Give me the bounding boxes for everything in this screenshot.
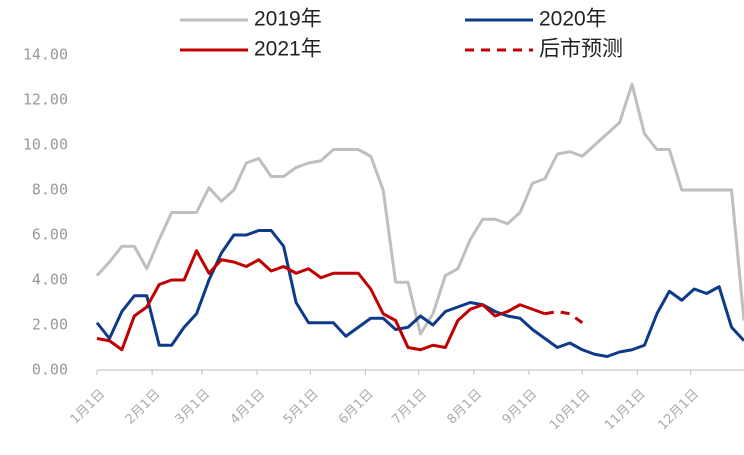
- series-line: [95, 229, 744, 358]
- x-tick-label: 2月1日: [123, 387, 164, 428]
- x-tick-label: 7月1日: [389, 387, 430, 428]
- x-tick-label: 6月1日: [336, 387, 377, 428]
- x-tick-label: 5月1日: [281, 387, 322, 428]
- x-tick-label: 3月1日: [172, 387, 213, 428]
- series-line: [95, 82, 744, 336]
- y-tick-label: 2.00: [32, 316, 68, 334]
- legend-label: 2019年: [254, 8, 322, 31]
- x-tick-label: 10月1日: [547, 387, 594, 434]
- series-line: [96, 249, 546, 352]
- x-tick-label: 9月1日: [500, 387, 541, 428]
- y-tick-label: 10.00: [23, 136, 68, 154]
- legend-label: 2021年: [254, 38, 322, 61]
- legend-label: 后市预测: [539, 38, 623, 61]
- y-tick-label: 12.00: [23, 91, 68, 109]
- y-tick-label: 4.00: [32, 271, 68, 289]
- legend-label: 2020年: [539, 8, 607, 31]
- y-tick-label: 8.00: [32, 181, 68, 199]
- x-tick-label: 8月1日: [444, 387, 485, 428]
- x-tick-label: 11月1日: [602, 387, 649, 434]
- x-tick-label: 4月1日: [228, 387, 269, 428]
- y-tick-label: 6.00: [32, 226, 68, 244]
- series-line: [544, 310, 584, 324]
- x-tick-label: 12月1日: [655, 387, 702, 434]
- y-tick-label: 14.00: [23, 46, 68, 64]
- x-tick-label: 1月1日: [68, 387, 109, 428]
- y-tick-label: 0.00: [32, 361, 68, 379]
